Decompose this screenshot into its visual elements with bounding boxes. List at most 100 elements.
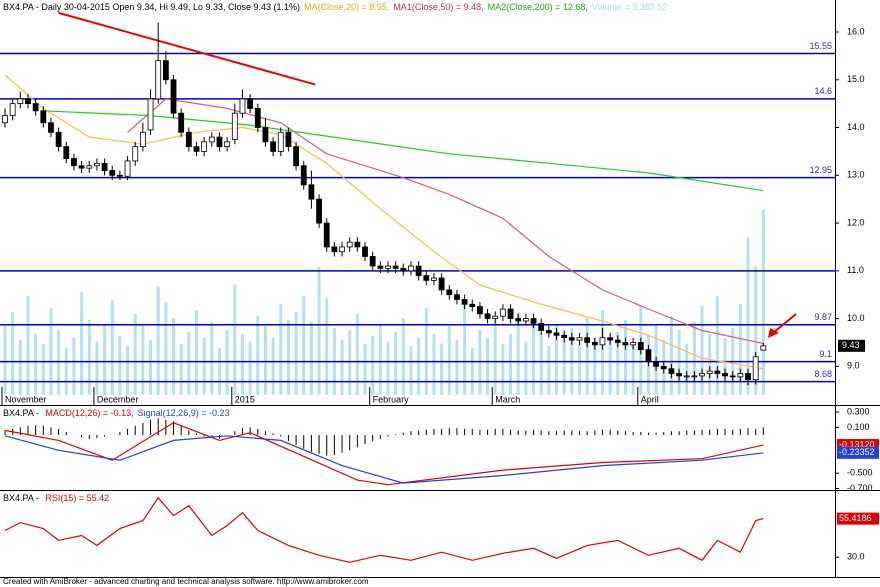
- candle-body: [185, 131, 192, 148]
- candle-body: [224, 141, 231, 148]
- candle-body: [155, 60, 162, 100]
- volume-bar: [555, 323, 559, 395]
- volume-bar: [432, 333, 436, 395]
- header-segment: BX4.PA -: [3, 493, 41, 503]
- volume-bar: [210, 321, 214, 395]
- candle-body: [607, 337, 614, 341]
- volume-bar: [394, 331, 398, 395]
- y-tick-label: 15.0: [847, 74, 865, 84]
- volume-bar: [41, 343, 45, 395]
- candle-body: [415, 265, 422, 276]
- x-tick-label: April: [641, 394, 659, 404]
- candle-body: [78, 165, 85, 169]
- candle-body: [683, 375, 690, 378]
- candle-body: [446, 289, 453, 296]
- level-label: 9.87: [814, 312, 832, 322]
- level-label: 15.55: [809, 41, 832, 51]
- volume-bar: [631, 343, 635, 395]
- volume-bar: [26, 296, 30, 395]
- candle-body: [729, 375, 736, 378]
- indicator-line: [4, 435, 764, 484]
- candle-body: [614, 339, 621, 343]
- volume-bar: [447, 325, 451, 395]
- candle-body: [270, 141, 277, 152]
- trend-line: [58, 11, 316, 86]
- y-tick-label: 10.0: [847, 313, 865, 323]
- candle-body: [277, 131, 284, 152]
- candle-body: [316, 198, 322, 224]
- volume-bar: [715, 296, 719, 395]
- candle-body: [706, 370, 713, 374]
- y-tick-label: 0.300: [847, 406, 870, 416]
- volume-bar: [149, 339, 153, 395]
- volume-bar: [87, 319, 91, 395]
- volume-bar: [340, 339, 344, 395]
- volume-bar: [677, 329, 681, 395]
- volume-bar: [547, 345, 551, 395]
- candle-body: [584, 337, 591, 343]
- volume-bar: [378, 323, 382, 395]
- candle-body: [208, 136, 215, 143]
- pane-header: BX4.PA - RSI(15) = 55.42: [3, 493, 109, 503]
- volume-bar: [179, 343, 183, 395]
- volume-bar: [95, 341, 99, 395]
- volume-bar: [486, 337, 490, 395]
- y-tick-label: -0.500: [847, 468, 873, 478]
- volume-bar: [409, 345, 413, 395]
- candle-body: [17, 98, 24, 105]
- volume-bar: [156, 286, 160, 395]
- candle-body: [109, 170, 116, 176]
- candle-body: [622, 342, 629, 346]
- volume-bar: [470, 347, 474, 395]
- candle-body: [178, 112, 185, 133]
- candle-body: [262, 127, 269, 143]
- candle-body: [431, 277, 437, 281]
- volume-bar: [49, 308, 53, 395]
- volume-bar: [172, 317, 176, 395]
- y-tick-label: 0.100: [847, 422, 870, 432]
- candle-body: [522, 318, 529, 322]
- volume-bar: [317, 266, 321, 395]
- candle-body: [507, 308, 514, 319]
- candle-body: [86, 165, 93, 169]
- volume-bar: [578, 343, 581, 395]
- volume-bar: [141, 325, 145, 395]
- candle-body: [170, 79, 177, 114]
- volume-bar: [692, 321, 696, 395]
- candle-body: [568, 337, 575, 341]
- candle-body: [653, 361, 659, 367]
- candle-body: [201, 141, 208, 152]
- volume-bar: [509, 333, 513, 395]
- candle-body: [377, 265, 384, 269]
- volume-bar: [401, 317, 405, 395]
- candle-body: [162, 60, 169, 81]
- candle-body: [101, 162, 108, 171]
- volume-bar: [532, 325, 536, 395]
- volume-bar: [80, 292, 84, 395]
- candle-body: [515, 318, 522, 322]
- candle-body: [699, 373, 705, 377]
- candle-body: [760, 345, 767, 351]
- candle-body: [637, 342, 644, 351]
- candle-body: [461, 299, 468, 305]
- candle-body: [231, 112, 238, 140]
- candle-body: [117, 174, 123, 177]
- candle-body: [392, 265, 399, 269]
- candle-body: [25, 98, 31, 105]
- header-segment: Signal(12,26,9) = -0.23: [138, 408, 230, 418]
- level-label: 12.95: [809, 165, 832, 175]
- header-segment: MA(Close,20) = 8.95,: [304, 2, 389, 12]
- volume-bar: [133, 314, 137, 395]
- volume-bar: [263, 325, 267, 395]
- header-segment: MA2(Close,200) = 12.68,: [488, 2, 588, 12]
- candle-body: [369, 256, 376, 267]
- candle-body: [691, 375, 698, 378]
- candle-body: [323, 222, 330, 248]
- footer: Created with AmiBroker - advanced charti…: [3, 577, 369, 586]
- candle-body: [499, 308, 506, 317]
- volume-bar: [478, 329, 482, 395]
- header-segment: MA1(Close,50) = 9.48,: [393, 2, 483, 12]
- volume-bar: [524, 341, 528, 395]
- candle-body: [55, 131, 62, 148]
